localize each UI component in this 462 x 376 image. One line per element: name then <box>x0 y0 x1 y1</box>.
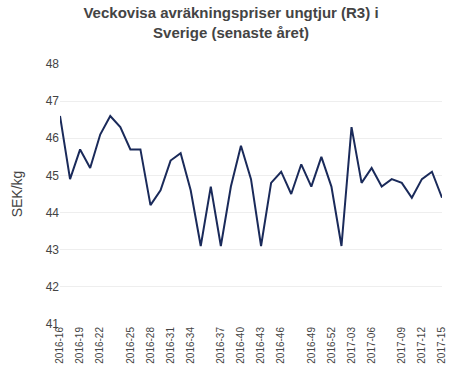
svg-text:42: 42 <box>46 280 60 294</box>
svg-text:2016-34: 2016-34 <box>185 327 196 364</box>
svg-text:2016-28: 2016-28 <box>145 327 156 364</box>
svg-text:Veckovisa avräkningspriser ung: Veckovisa avräkningspriser ungtjur (R3) … <box>83 4 378 41</box>
svg-text:2016-40: 2016-40 <box>235 327 246 364</box>
svg-text:2017-09: 2017-09 <box>396 327 407 364</box>
svg-text:2016-49: 2016-49 <box>306 327 317 364</box>
svg-text:48: 48 <box>46 57 60 71</box>
svg-text:2016-43: 2016-43 <box>255 327 266 364</box>
svg-text:2017-06: 2017-06 <box>366 327 377 364</box>
svg-text:2016-46: 2016-46 <box>275 327 286 364</box>
svg-text:45: 45 <box>46 169 60 183</box>
svg-text:46: 46 <box>46 131 60 145</box>
svg-text:41: 41 <box>46 317 60 331</box>
svg-text:2016-31: 2016-31 <box>165 327 176 364</box>
svg-text:2016-25: 2016-25 <box>125 327 136 364</box>
svg-text:SEK/kg: SEK/kg <box>9 171 25 218</box>
svg-text:2017-12: 2017-12 <box>416 327 427 364</box>
svg-text:2016-52: 2016-52 <box>326 327 337 364</box>
svg-text:2016-37: 2016-37 <box>215 327 226 364</box>
svg-text:2016-22: 2016-22 <box>94 327 105 364</box>
svg-text:2016-16: 2016-16 <box>54 327 65 364</box>
svg-text:2017-15: 2017-15 <box>436 327 447 364</box>
svg-text:43: 43 <box>46 243 60 257</box>
svg-text:44: 44 <box>46 206 60 220</box>
svg-text:2016-19: 2016-19 <box>74 327 85 364</box>
svg-text:2017-03: 2017-03 <box>346 327 357 364</box>
svg-text:47: 47 <box>46 94 60 108</box>
